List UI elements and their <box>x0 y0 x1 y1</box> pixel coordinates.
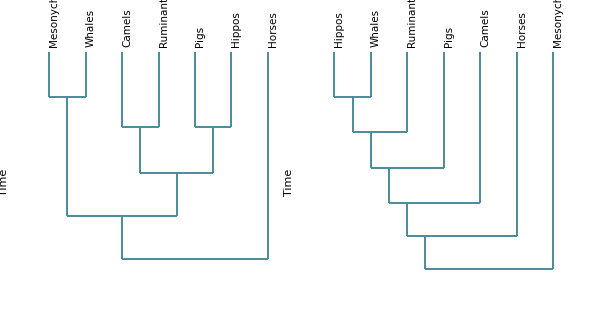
Text: Horses: Horses <box>517 11 526 47</box>
Text: Mesonychids: Mesonychids <box>553 0 563 47</box>
Text: Hippos: Hippos <box>232 11 241 47</box>
Text: Mesonychids: Mesonychids <box>49 0 59 47</box>
Text: Ruminants: Ruminants <box>407 0 417 47</box>
Text: Time: Time <box>284 169 294 196</box>
Text: Horses: Horses <box>268 11 278 47</box>
Text: Whales: Whales <box>86 8 96 47</box>
Text: Pigs: Pigs <box>195 26 205 47</box>
Text: Ruminants: Ruminants <box>159 0 169 47</box>
Text: Camels: Camels <box>122 8 132 47</box>
Text: Camels: Camels <box>480 8 490 47</box>
Text: Hippos: Hippos <box>334 11 345 47</box>
Text: Time: Time <box>0 169 9 196</box>
Text: Pigs: Pigs <box>444 26 454 47</box>
Text: Whales: Whales <box>371 8 381 47</box>
